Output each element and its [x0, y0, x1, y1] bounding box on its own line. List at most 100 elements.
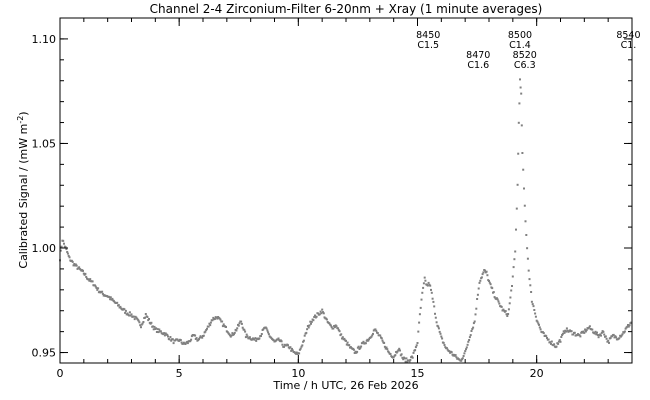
data-point [534, 312, 537, 315]
data-point [547, 338, 550, 341]
data-point [172, 342, 175, 345]
data-point [507, 308, 510, 311]
data-point [538, 323, 540, 326]
data-point [265, 327, 268, 330]
data-point [387, 351, 390, 354]
data-point [630, 321, 633, 324]
data-point [443, 344, 446, 346]
data-point [219, 318, 222, 321]
data-point [608, 341, 610, 344]
data-point [337, 329, 340, 332]
data-point [492, 291, 495, 294]
data-point [526, 257, 529, 260]
data-point [359, 346, 362, 349]
data-point [367, 339, 370, 342]
data-point [72, 264, 75, 267]
data-point [240, 322, 243, 325]
data-point [421, 291, 424, 294]
data-point [170, 339, 173, 342]
data-point [322, 311, 324, 314]
data-point [502, 308, 505, 311]
data-point [159, 330, 162, 333]
data-point [479, 279, 482, 282]
data-point [557, 340, 560, 343]
data-point [561, 334, 564, 336]
data-point [464, 350, 467, 353]
flare-number: 8450 [416, 30, 440, 41]
data-point [537, 322, 540, 325]
data-point [237, 324, 240, 327]
data-point [372, 332, 374, 335]
data-point [346, 341, 349, 344]
data-point [233, 333, 235, 336]
data-point [236, 327, 239, 330]
data-point [536, 320, 539, 323]
data-point [306, 328, 309, 331]
data-point [404, 360, 407, 363]
data-point [267, 331, 270, 334]
data-point [496, 298, 499, 301]
data-point [555, 345, 558, 348]
data-point [381, 339, 384, 342]
y-axis-label-close: ) [17, 111, 30, 115]
data-point [433, 305, 436, 308]
data-point [317, 312, 320, 315]
data-point [308, 324, 311, 327]
data-point [360, 345, 363, 348]
data-point [475, 307, 478, 310]
data-point [513, 258, 516, 261]
data-point [613, 336, 616, 339]
data-point [208, 322, 211, 325]
data-point [198, 338, 200, 341]
data-point [163, 332, 166, 335]
data-point [318, 313, 321, 316]
data-point [467, 340, 470, 343]
data-point [59, 249, 62, 252]
data-point [301, 344, 304, 347]
data-point [526, 247, 529, 250]
data-point [108, 296, 111, 299]
data-point [370, 335, 373, 338]
y-axis-label-sup: -2 [16, 116, 25, 124]
data-point [330, 326, 333, 329]
data-point [624, 327, 627, 330]
data-point [517, 152, 520, 155]
data-point [498, 302, 501, 305]
data-point [113, 300, 115, 303]
data-point [216, 317, 219, 320]
data-point [209, 321, 212, 324]
data-point [298, 352, 301, 355]
data-point [415, 344, 418, 347]
data-point [212, 316, 215, 319]
data-point [68, 256, 71, 259]
data-point [397, 349, 400, 352]
data-point [516, 183, 519, 186]
data-point [534, 315, 537, 318]
data-point [408, 360, 411, 363]
data-point [129, 314, 132, 317]
data-point [528, 278, 531, 281]
x-tick-label: 15 [411, 367, 425, 380]
data-point [267, 333, 270, 336]
data-point [111, 297, 114, 300]
data-point [441, 337, 444, 340]
x-axis: 0 5 10 15 20 [57, 18, 633, 380]
data-point [332, 327, 335, 330]
data-point [260, 333, 263, 335]
data-point [434, 316, 437, 319]
data-point [138, 321, 141, 324]
data-point [566, 329, 569, 332]
data-point [281, 343, 284, 346]
data-point [287, 344, 289, 347]
data-point [444, 346, 447, 349]
data-point [399, 349, 401, 352]
data-point [179, 339, 182, 341]
data-point [85, 275, 88, 278]
data-point [383, 342, 386, 344]
data-point [523, 204, 526, 207]
data-point [455, 356, 458, 359]
data-point [591, 328, 594, 331]
data-point [557, 342, 560, 345]
data-point [394, 354, 397, 357]
data-point [205, 329, 208, 331]
